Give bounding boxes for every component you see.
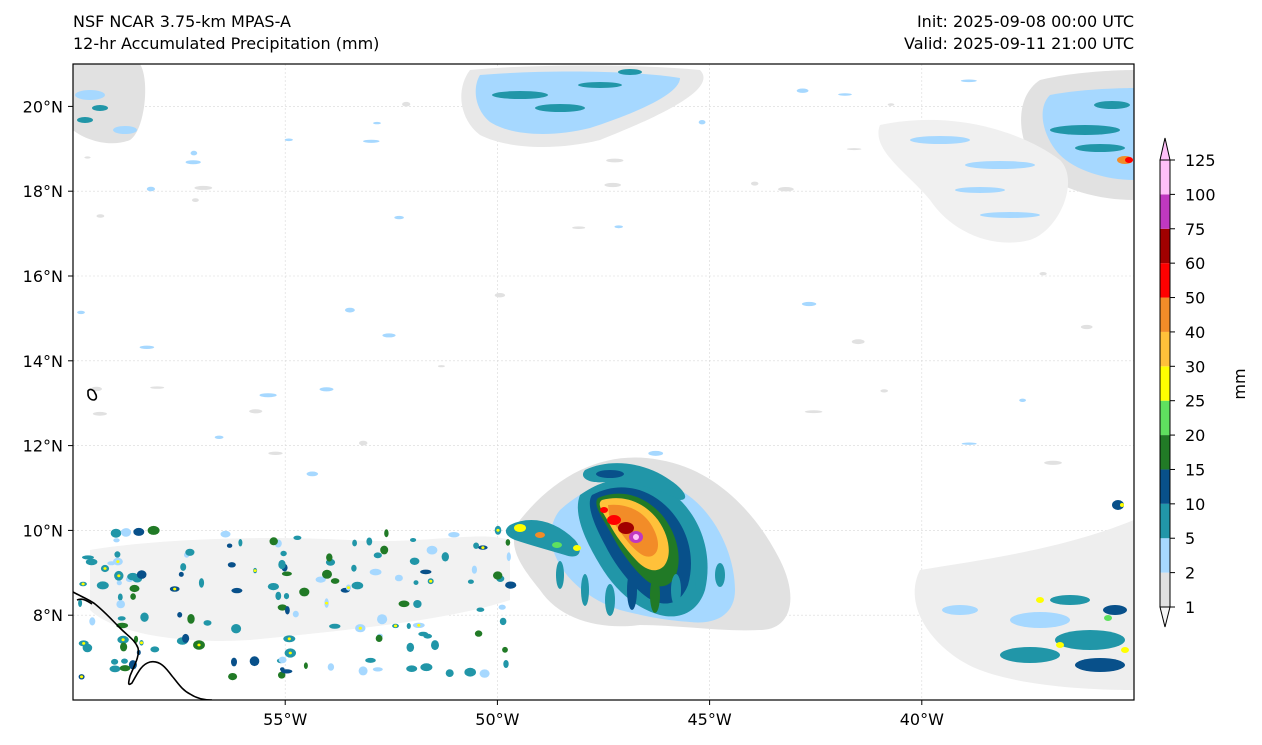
colorbar-extend-max bbox=[1159, 137, 1171, 161]
lat-tick-label: 20°N bbox=[23, 97, 63, 116]
colorbar-swatch bbox=[1160, 263, 1170, 298]
colorbar-tick-label: 75 bbox=[1185, 220, 1205, 239]
colorbar-label: mm bbox=[1230, 368, 1249, 399]
colorbar-tick-label: 20 bbox=[1185, 426, 1205, 445]
colorbar-swatch bbox=[1160, 194, 1170, 229]
lat-tick-label: 18°N bbox=[23, 182, 63, 201]
longitude-axis: 55°W 50°W 45°W 40°W bbox=[263, 700, 944, 729]
lat-tick-label: 8°N bbox=[33, 606, 63, 625]
lon-tick-label: 50°W bbox=[475, 710, 519, 729]
colorbar-swatch bbox=[1160, 503, 1170, 539]
lat-tick-label: 10°N bbox=[23, 521, 63, 540]
colorbar-tick-label: 125 bbox=[1185, 151, 1216, 170]
colorbar-tick-label: 5 bbox=[1185, 529, 1195, 548]
colorbar-tick-label: 2 bbox=[1185, 564, 1195, 583]
colorbar-tick-label: 40 bbox=[1185, 323, 1205, 342]
lon-tick-label: 55°W bbox=[263, 710, 307, 729]
lon-tick-label: 40°W bbox=[900, 710, 944, 729]
colorbar-frame bbox=[1159, 159, 1171, 608]
map-title-block: NSF NCAR 3.75-km MPAS-A 12-hr Accumulate… bbox=[73, 11, 379, 55]
colorbar-tick-label: 60 bbox=[1185, 254, 1205, 273]
lat-tick-label: 12°N bbox=[23, 437, 63, 456]
precipitation-field bbox=[73, 64, 1134, 690]
model-title: NSF NCAR 3.75-km MPAS-A bbox=[73, 12, 291, 31]
colorbar-tick-label: 30 bbox=[1185, 357, 1205, 376]
colorbar-swatch bbox=[1160, 538, 1170, 573]
colorbar-tick-label: 100 bbox=[1185, 185, 1216, 204]
coastline bbox=[73, 388, 213, 700]
colorbar-swatch bbox=[1160, 572, 1170, 607]
map-frame bbox=[72, 63, 1135, 701]
valid-time: Valid: 2025-09-11 21:00 UTC bbox=[903, 34, 1134, 53]
colorbar-swatch bbox=[1160, 331, 1170, 367]
colorbar-swatch bbox=[1160, 160, 1170, 195]
colorbar-tick-label: 10 bbox=[1185, 495, 1205, 514]
lat-tick-label: 14°N bbox=[23, 352, 63, 371]
colorbar-tick-label: 1 bbox=[1185, 598, 1195, 617]
colorbar-tick-label: 25 bbox=[1185, 392, 1205, 411]
latitude-axis: 20°N 18°N 16°N 14°N 12°N 10°N 8°N bbox=[23, 97, 73, 625]
product-title: 12-hr Accumulated Precipitation (mm) bbox=[73, 34, 380, 53]
init-time: Init: 2025-09-08 00:00 UTC bbox=[916, 12, 1134, 31]
colorbar-extend-min bbox=[1159, 606, 1171, 628]
map-plot-area bbox=[73, 64, 1134, 700]
colorbar-tick-label: 50 bbox=[1185, 289, 1205, 308]
graticule bbox=[73, 64, 1134, 700]
colorbar-swatch bbox=[1160, 469, 1170, 504]
colorbar-tick-label: 15 bbox=[1185, 460, 1205, 479]
colorbar-swatch bbox=[1160, 400, 1170, 436]
colorbar-swatch bbox=[1160, 228, 1170, 264]
colorbar-swatch bbox=[1160, 366, 1170, 401]
time-block: Init: 2025-09-08 00:00 UTC Valid: 2025-0… bbox=[904, 11, 1134, 55]
colorbar-swatch bbox=[1160, 435, 1170, 470]
lon-tick-label: 45°W bbox=[688, 710, 732, 729]
colorbar-swatch bbox=[1160, 297, 1170, 332]
lat-tick-label: 16°N bbox=[23, 267, 63, 286]
